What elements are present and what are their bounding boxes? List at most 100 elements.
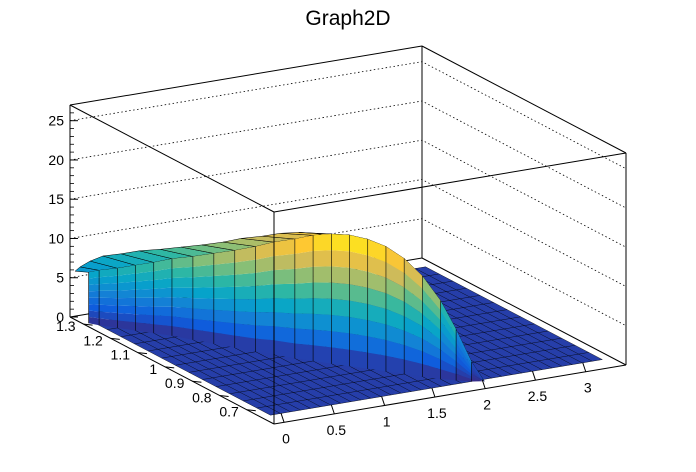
surface-curtain-6-3 [192,298,214,310]
surface-curtain-18-5 [422,301,441,331]
surface-curtain-17-6 [404,272,423,302]
surface-curtain-16-4 [386,293,405,317]
surface-curtain-15-7 [367,239,386,263]
x-tick-6 [582,362,587,372]
surface-curtain-3-5 [135,280,154,290]
surface-curtain-5-7 [172,256,193,269]
surface-curtain-6-1 [192,318,214,333]
surface-curtain-14-7 [349,235,368,256]
surface-curtain-6-4 [192,287,214,299]
surface-curtain-2-1 [117,313,136,323]
surface-curtain-14-1 [349,333,368,353]
floor-mesh-x-31 [405,270,583,364]
surface-curtain-4-0 [153,324,172,336]
box-edge-top-front-x [273,152,627,213]
surface-curtain-20-6 [456,335,472,367]
surface-curtain-2-5 [117,281,136,291]
surface-curtain-16-1 [386,340,405,360]
surface-curtain-15-0 [367,352,386,372]
surface-curtain-7-0 [213,332,235,348]
y-tick-1 [219,394,229,397]
surface-curtain-7-3 [213,298,235,312]
surface-curtain-5-5 [172,277,193,288]
surface-curtain-8-5 [234,272,256,287]
surface-curtain-12-5 [313,266,332,283]
y-tick-6 [83,323,93,326]
surface-curtain-17-0 [404,359,423,377]
surface-curtain-17-4 [404,301,423,327]
surface-curtain-4-5 [153,278,172,289]
surface-plot [74,232,603,416]
surface-curtain-10-0 [273,340,295,359]
surface-curtain-20-5 [456,342,472,370]
z-tick-label-0: 0 [56,309,64,325]
z-gridline-5 [69,61,627,170]
surface-curtain-12-2 [313,313,332,332]
surface-curtain-15-2 [367,320,386,341]
z-tick-label-2: 10 [48,230,64,246]
z-tick-label-4: 20 [48,152,64,168]
surface-curtain-14-5 [349,267,368,288]
surface-curtain-11-3 [294,298,314,314]
y-tick-label-1: 0.8 [192,389,212,405]
surface-curtain-8-4 [234,286,256,300]
surface-curtain-18-0 [422,364,441,380]
surface-curtain-3-6 [135,271,154,282]
surface-curtain-9-5 [255,270,274,286]
x-tick-label-0: 0 [282,430,290,446]
y-tick-label-4: 1.1 [111,347,131,363]
z-gridline-1 [69,218,627,327]
z-tick-label-1: 5 [56,270,64,286]
box-edge-front-y [69,316,275,425]
surface-curtain-3-4 [135,288,154,298]
surface-curtain-14-4 [349,284,368,304]
surface-curtain-0-2 [88,304,100,312]
x-axis: 0 0.5 1 1.5 2 2.5 3 [280,362,592,446]
z-gridline-3 [69,139,627,248]
z-gridline-2 [69,179,627,287]
surface-curtain-8-3 [234,299,256,313]
surface-curtain-1-7 [99,268,118,278]
surface-curtain-3-7 [135,262,154,274]
surface-curtain-9-3 [255,298,274,313]
surface-curtain-10-5 [273,268,295,285]
surface-curtain-8-7 [234,246,256,263]
x-tick-label-5: 2.5 [528,388,548,404]
floor-mesh-x-32 [415,268,593,362]
surface-curtain-7-6 [213,262,235,276]
x-tick-label-6: 3 [584,380,592,396]
surface-curtain-2-7 [117,265,136,276]
surface-curtain-18-3 [422,326,441,350]
y-tick-3 [165,366,175,369]
surface-curtain-5-4 [172,287,193,299]
surface-curtain-9-0 [255,338,274,355]
surface-curtain-1-5 [99,283,118,291]
surface-curtain-7-7 [213,250,235,265]
surface-curtain-11-4 [294,282,314,299]
surface-curtain-4-6 [153,268,172,281]
surface-curtain-10-7 [273,239,295,257]
z-gridline-4 [69,100,627,209]
surface-curtain-20-7 [456,329,472,365]
chart-title: Graph2D [305,7,390,30]
surface-curtain-3-0 [135,322,154,334]
surface-curtain-9-6 [255,256,274,273]
floor-mesh-y-1 [256,352,589,409]
surface-curtain-5-1 [172,316,193,330]
surface-curtain-11-1 [294,328,314,346]
surface-curtain-16-5 [386,277,405,302]
surface-curtain-5-3 [172,297,193,309]
surface-curtain-13-3 [331,298,350,317]
surface-curtain-13-2 [331,315,350,334]
surface-curtain-15-4 [367,287,386,309]
surface-curtain-11-2 [294,313,314,330]
surface-curtain-16-0 [386,355,405,374]
surface-curtain-2-6 [117,273,136,284]
surface-curtain-15-5 [367,271,386,294]
y-tick-label-3: 1 [149,361,157,377]
surface-curtain-20-2 [456,361,472,377]
x-tick-label-2: 1 [383,413,391,429]
surface-curtain-5-0 [172,326,193,340]
surface-curtain-4-4 [153,287,172,298]
surface-curtain-21-2 [471,374,485,382]
